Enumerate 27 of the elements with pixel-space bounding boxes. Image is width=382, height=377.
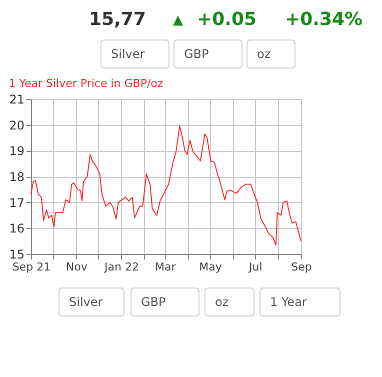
x-tick-label: Sep [291,260,312,274]
text: GBP [184,47,209,61]
y-tick-label: 17 [9,196,24,210]
text: 15,77 [89,9,146,30]
x-tick-label: Jul [248,260,262,274]
x-tick-label: Sep 21 [12,260,51,274]
y-tick-label: 21 [9,92,24,106]
x-tick-label: Mar [155,260,176,274]
x-tick-label: Nov [66,260,88,274]
y-tick-label: 19 [9,144,24,158]
y-tick-label: 15 [9,248,24,262]
chart-title: 1 Year Silver Price in GBP/oz [8,77,164,90]
y-tick-label: 18 [9,170,24,184]
y-tick-label: 20 [9,118,24,132]
text: oz [215,295,229,309]
text: GBP [141,295,166,309]
x-tick-label: May [199,260,222,274]
line-series [30,126,302,246]
x-tick-label: Jan 22 [104,260,139,274]
text: +0.05 [197,9,256,30]
text: ▲ [173,13,183,28]
y-tick-label: 16 [9,222,24,236]
text: oz [257,47,271,61]
text: +0.34% [285,9,363,30]
text: Silver [111,47,145,61]
text: 1 Year [270,295,307,309]
text: Silver [69,295,103,309]
